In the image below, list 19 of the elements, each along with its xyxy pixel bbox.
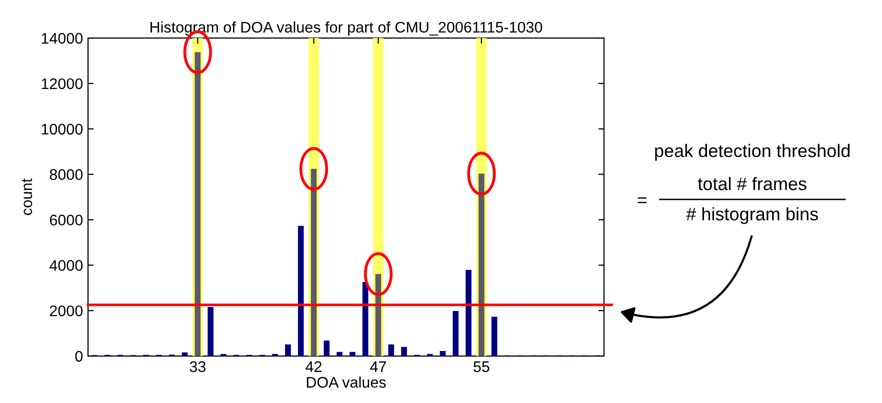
y-tick-label: 0 (75, 350, 83, 362)
y-tick-label: 12000 (42, 78, 83, 90)
x-tick-label: 47 (370, 361, 386, 372)
x-axis-title: DOA values (306, 376, 386, 388)
y-tick-label: 4000 (50, 260, 83, 271)
x-tick-label: 42 (306, 361, 322, 372)
x-tick-label: 55 (474, 361, 490, 372)
y-tick-label: 6000 (50, 214, 83, 226)
text: total # frames (698, 176, 806, 190)
text: # histogram bins (686, 207, 818, 224)
y-tick-label: 2000 (50, 305, 83, 316)
chart-title: Histogram of DOA values for part of CMU_20061115-1030 (150, 21, 542, 36)
text: peak detection threshold (655, 144, 850, 161)
text: = (638, 197, 646, 204)
y-tick-label: 14000 (42, 32, 83, 44)
y-axis-title: count (22, 178, 32, 216)
y-tick-label: 8000 (50, 169, 83, 180)
x-tick-label: 33 (190, 361, 206, 372)
y-tick-label: 10000 (42, 124, 83, 135)
